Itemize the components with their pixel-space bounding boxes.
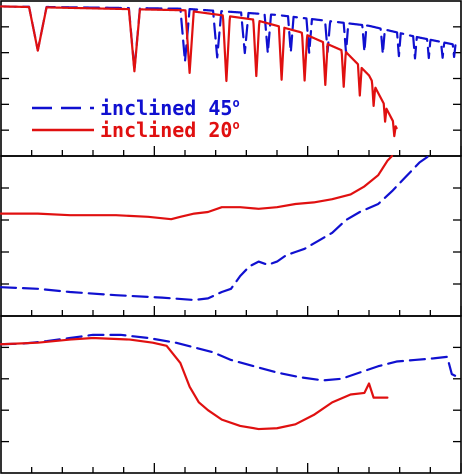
legend-label-45: inclined 45o [100,96,240,120]
panel-top: inclined 45o inclined 20o [0,0,463,157]
panel-bottom-frame [0,315,462,474]
panel-top-curves [0,5,463,138]
legend-label-20: inclined 20o [100,118,240,142]
panel-middle-curves [0,154,430,302]
panel-middle-ticks [1,187,462,316]
bottom-series-inclined-20 [0,336,389,431]
middle-series-inclined-45 [0,154,430,302]
legend-label-45-sup: o [232,96,239,110]
panel-top-ticks [1,26,462,156]
top-series-inclined-20 [0,5,398,138]
panel-bottom [0,315,463,474]
legend-label-45-text: inclined 45 [100,96,232,120]
legend-label-20-sup: o [232,118,239,132]
legend: inclined 45o inclined 20o [32,96,240,142]
middle-series-inclined-20 [0,154,394,221]
panel-bottom-ticks [1,346,462,473]
panel-middle [0,154,462,317]
bottom-series-inclined-45 [0,333,463,382]
panel-bottom-curves [0,333,463,431]
legend-label-20-text: inclined 20 [100,118,232,142]
